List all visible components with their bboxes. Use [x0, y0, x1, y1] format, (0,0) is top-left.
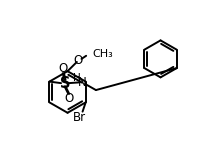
Text: O: O — [64, 92, 73, 105]
Text: O: O — [59, 62, 68, 75]
Text: H: H — [73, 73, 81, 83]
Text: O: O — [74, 54, 83, 67]
Text: S: S — [60, 76, 70, 91]
Text: N: N — [78, 76, 86, 89]
Text: Br: Br — [73, 111, 86, 124]
Text: CH₃: CH₃ — [92, 49, 113, 59]
